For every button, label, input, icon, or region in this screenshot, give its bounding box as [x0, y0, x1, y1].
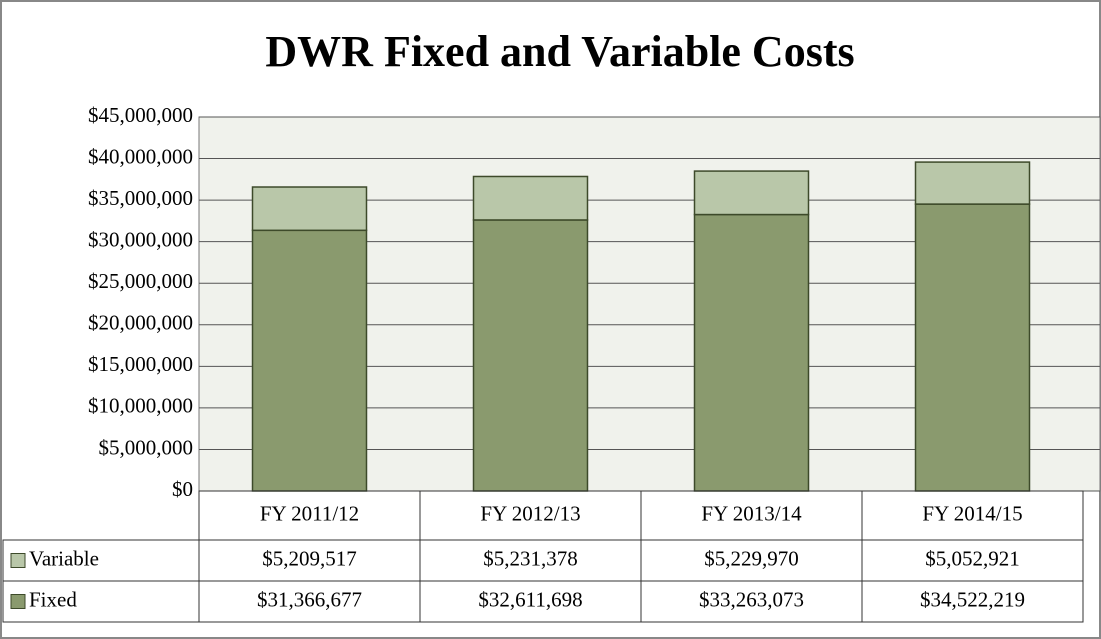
- bar-segment: [251, 229, 368, 492]
- y-tick-label: $20,000,000: [88, 311, 193, 335]
- bar-segment: [693, 170, 810, 216]
- y-tick-label: $35,000,000: [88, 186, 193, 210]
- data-label: $5,052,921: [925, 546, 1020, 570]
- bar-segment: [914, 203, 1031, 492]
- bar-segment: [251, 186, 368, 232]
- bar-segment: [472, 219, 589, 492]
- x-tick-label: FY 2013/14: [701, 501, 802, 525]
- bar-segment: [914, 161, 1031, 205]
- y-tick-label: $5,000,000: [99, 435, 194, 459]
- legend-swatch: [10, 594, 26, 609]
- data-label: $5,209,517: [262, 546, 357, 570]
- x-tick-label: FY 2012/13: [480, 501, 580, 525]
- data-label: $33,263,073: [699, 587, 804, 611]
- y-tick-label: $10,000,000: [88, 394, 193, 418]
- x-tick-label: FY 2011/12: [260, 501, 359, 525]
- y-tick-label: $25,000,000: [88, 269, 193, 293]
- y-tick-label: $40,000,000: [88, 144, 193, 168]
- y-tick-label: $45,000,000: [88, 103, 193, 127]
- chart-title: DWR Fixed and Variable Costs: [265, 27, 854, 76]
- legend-swatch: [10, 553, 26, 568]
- y-tick-label: $30,000,000: [88, 227, 193, 251]
- legend-label: Variable: [29, 546, 99, 570]
- data-label: $32,611,698: [478, 587, 582, 611]
- data-label: $34,522,219: [920, 587, 1025, 611]
- data-label: $5,231,378: [483, 546, 578, 570]
- data-label: $31,366,677: [257, 587, 362, 611]
- data-label: $5,229,970: [704, 546, 799, 570]
- x-tick-label: FY 2014/15: [922, 501, 1022, 525]
- y-tick-label: $0: [172, 477, 193, 501]
- y-tick-label: $15,000,000: [88, 352, 193, 376]
- bar-segment: [472, 175, 589, 221]
- bar-segment: [693, 213, 810, 492]
- legend-label: Fixed: [29, 587, 77, 611]
